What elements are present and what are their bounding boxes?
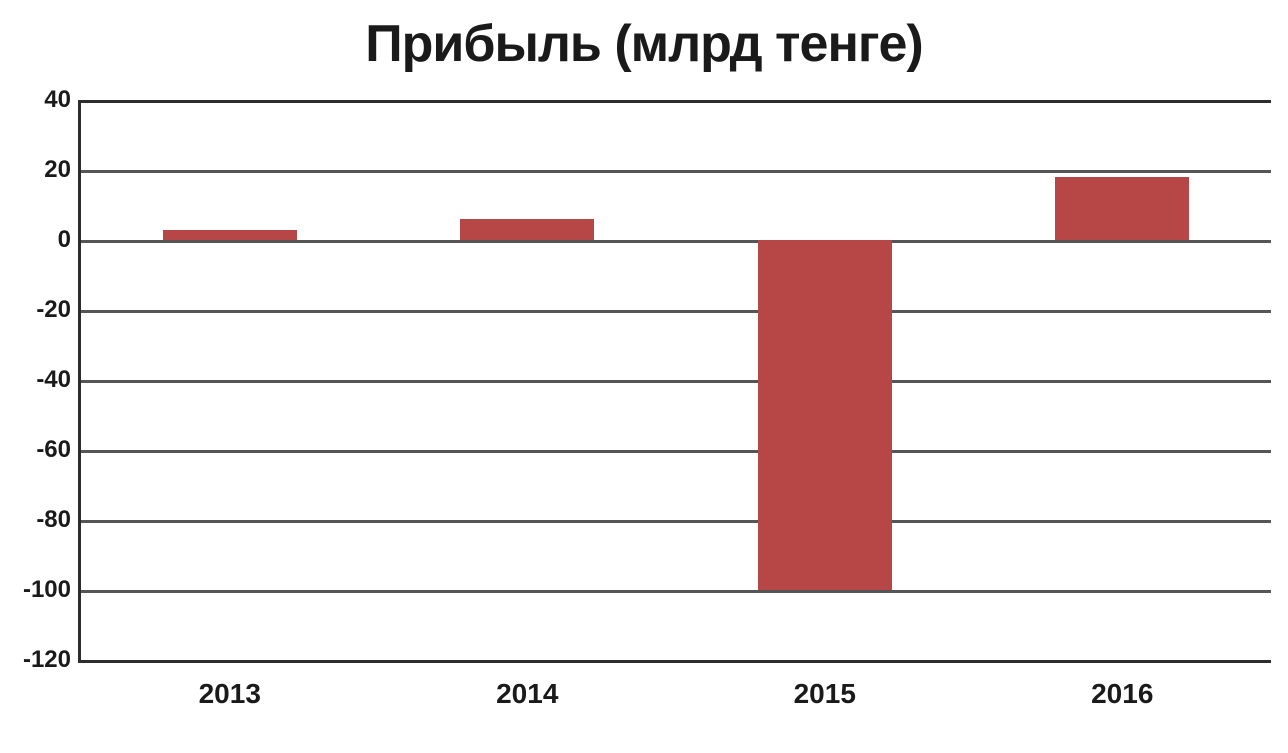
ytick-label: -60 [36, 436, 81, 464]
chart-area: -120 -100 -80 -60 -40 -20 0 20 40 2013 2014 2015 201… [0, 0, 1288, 740]
gridline [81, 170, 1271, 173]
ytick-label: -20 [36, 296, 81, 324]
ytick-label: -80 [36, 506, 81, 534]
xtick-label: 2015 [794, 660, 856, 710]
gridline [81, 380, 1271, 383]
gridline [81, 590, 1271, 593]
bar [460, 219, 594, 240]
bar [1055, 177, 1189, 240]
gridline [81, 240, 1271, 243]
ytick-label: 20 [44, 156, 81, 184]
bar [163, 230, 297, 241]
ytick-label: 40 [44, 86, 81, 114]
gridline [81, 100, 1271, 103]
ytick-label: -100 [23, 576, 81, 604]
gridline [81, 450, 1271, 453]
plot-area: -120-100-80-60-40-2002040201320142015201… [78, 100, 1271, 663]
ytick-label: -120 [23, 646, 81, 674]
xtick-label: 2016 [1091, 660, 1153, 710]
gridline [81, 520, 1271, 523]
xtick-label: 2013 [199, 660, 261, 710]
bar [758, 240, 892, 590]
gridline [81, 310, 1271, 313]
ytick-label: -40 [36, 366, 81, 394]
xtick-label: 2014 [496, 660, 558, 710]
ytick-label: 0 [58, 226, 81, 254]
